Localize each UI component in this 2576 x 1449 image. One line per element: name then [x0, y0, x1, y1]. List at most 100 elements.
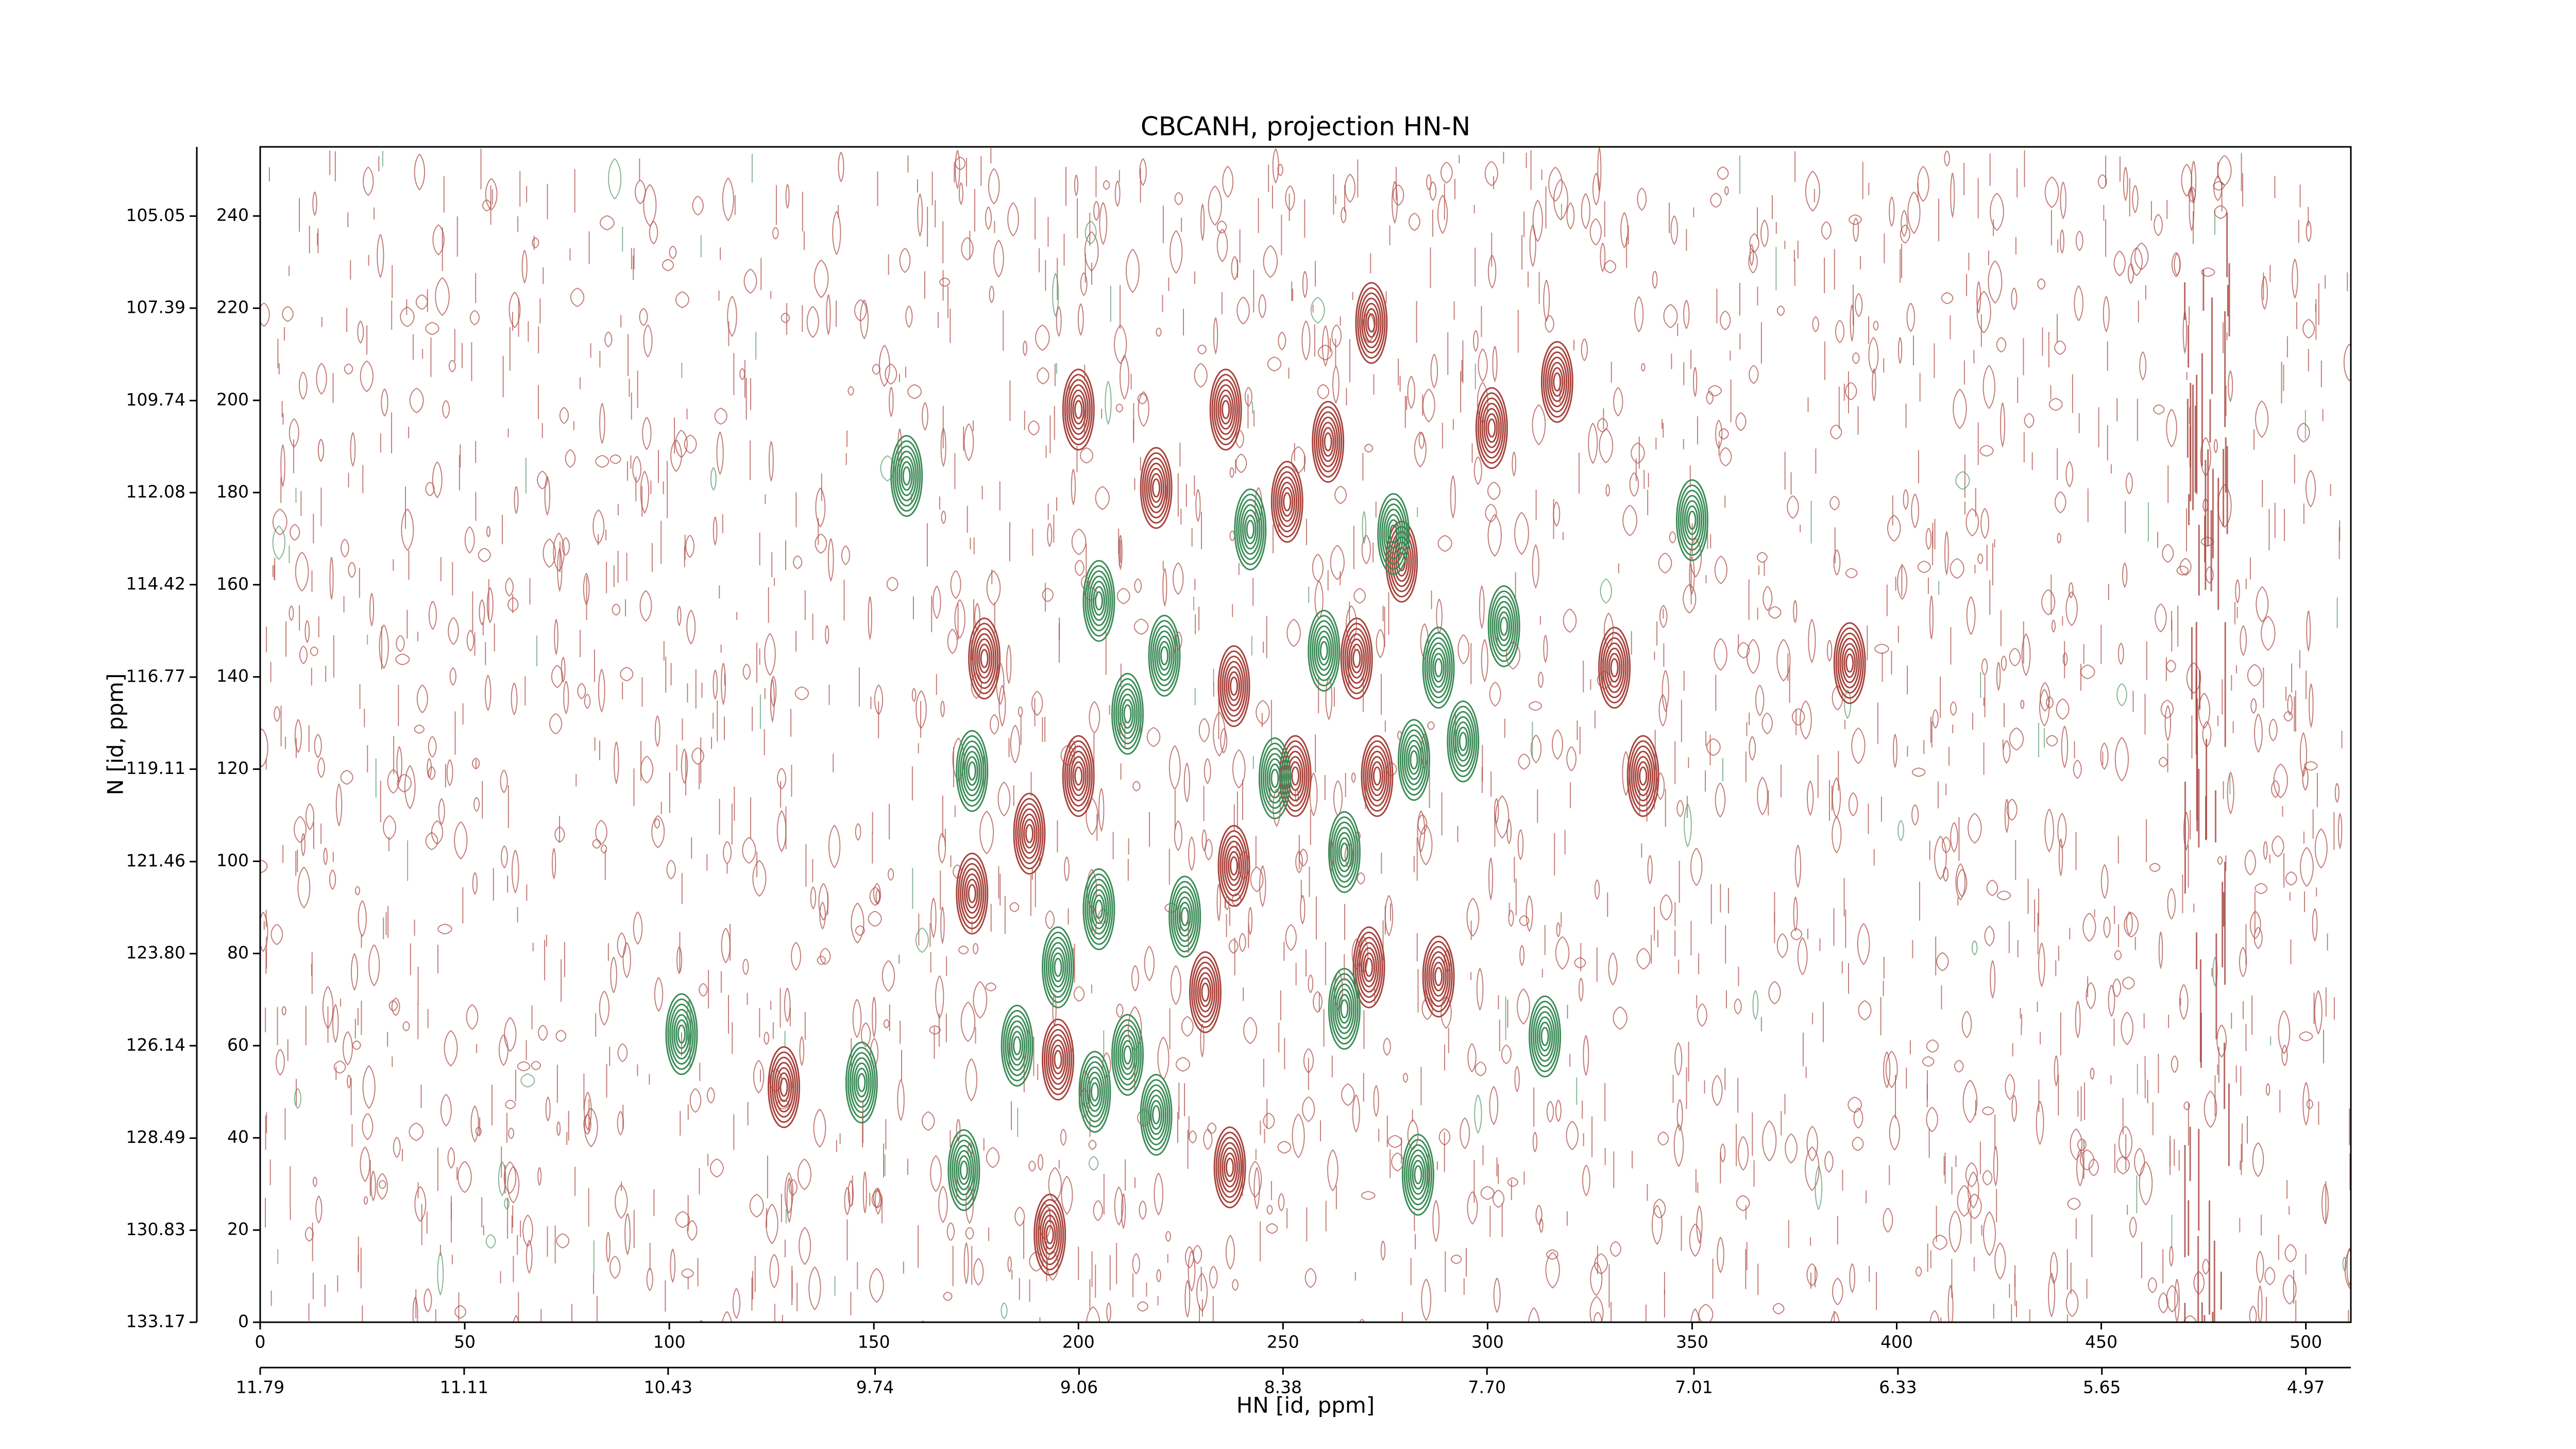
noise-contour	[322, 986, 334, 1030]
peak-contour	[1387, 519, 1400, 549]
noise-contour	[1797, 937, 1808, 975]
noise-contour	[396, 635, 405, 652]
peak-contour	[1529, 995, 1562, 1077]
noise-contour	[1793, 897, 1798, 932]
noise-contour	[1755, 684, 1765, 716]
noise-contour	[686, 610, 696, 645]
noise-contour	[1384, 895, 1394, 936]
peak-contour	[1424, 940, 1453, 1013]
noise-contour	[610, 956, 617, 994]
noise-contour	[1548, 166, 1563, 202]
noise-contour	[1990, 960, 1996, 999]
noise-contour	[828, 824, 841, 869]
noise-contour	[940, 428, 946, 467]
noise-contour	[2113, 250, 2126, 277]
noise-contour	[1594, 879, 1600, 900]
noise-contour	[1266, 1204, 1273, 1215]
noise-contour	[2054, 1055, 2059, 1087]
noise-contour	[1156, 1269, 1161, 1283]
peak	[1422, 627, 1455, 709]
y2-tick-label: 121.46	[126, 851, 185, 871]
peak-contour	[849, 1052, 874, 1114]
peak-contour	[978, 644, 991, 673]
peak-contour	[1344, 628, 1369, 689]
noise-contour	[2038, 942, 2045, 988]
noise-contour	[1980, 508, 1990, 539]
noise-contour	[1203, 1128, 1213, 1150]
noise-contour	[1613, 387, 1623, 417]
peak-contour	[1001, 1004, 1033, 1087]
peak-contour	[970, 622, 999, 695]
noise-contour	[281, 1006, 286, 1016]
noise-contour	[1955, 863, 1966, 901]
noise-contour	[583, 1114, 591, 1135]
noise-contour	[869, 1268, 884, 1303]
noise-contour	[1528, 1307, 1540, 1322]
peak-contour	[1158, 641, 1171, 671]
noise-contour	[848, 386, 854, 396]
y-tick-label: 240	[216, 205, 249, 225]
noise-contour	[1475, 1061, 1487, 1076]
noise-contour	[1724, 186, 1729, 196]
noise-contour	[777, 768, 787, 790]
noise-contour	[360, 360, 374, 393]
noise-contour	[1334, 485, 1347, 504]
noise-contour	[1631, 442, 1645, 464]
noise-contour	[1546, 1249, 1558, 1260]
noise-contour	[537, 1167, 542, 1186]
peak-contour	[1410, 750, 1418, 770]
peak-contour	[1152, 478, 1161, 498]
noise-contour	[2216, 1024, 2227, 1058]
noise-contour	[943, 1291, 953, 1301]
y2-tick-label: 119.11	[126, 758, 185, 778]
peak-contour	[1003, 1009, 1031, 1082]
peak-contour	[956, 1150, 972, 1190]
peak-contour	[1543, 346, 1571, 418]
noise-contour	[464, 526, 475, 554]
noise-contour	[1555, 936, 1570, 970]
noise-contour	[1736, 1195, 1750, 1211]
noise-contour	[838, 151, 844, 183]
peak-contour	[1530, 1001, 1560, 1072]
noise-contour	[739, 368, 745, 380]
noise-contour	[554, 619, 558, 656]
noise-contour	[1986, 880, 1998, 897]
peak-contour	[1009, 1025, 1026, 1066]
peak-contour	[1047, 1034, 1069, 1085]
noise-contour	[2065, 1289, 2079, 1318]
noise-contour	[2097, 174, 2107, 190]
peak-contour	[1219, 395, 1232, 425]
peak-contour	[1219, 650, 1248, 722]
noise-contour	[1300, 895, 1306, 925]
peak-contour	[1268, 763, 1281, 794]
noise-contour	[486, 587, 494, 624]
peak	[1352, 926, 1385, 1008]
noise-contour	[1683, 299, 1690, 330]
peak-contour	[961, 746, 982, 797]
noise-contour	[260, 728, 268, 768]
peak-contour	[968, 884, 976, 903]
peak-contour	[1140, 1073, 1173, 1156]
noise-contour	[940, 906, 945, 945]
noise-contour	[517, 1061, 531, 1072]
noise-contour	[485, 178, 498, 211]
noise-contour	[810, 886, 817, 910]
noise-contour	[562, 537, 570, 556]
noise-contour	[633, 912, 643, 945]
peak-contour	[1363, 740, 1392, 812]
noise-contour	[301, 833, 306, 857]
peak-contour	[1193, 962, 1218, 1023]
noise-contour	[1718, 428, 1729, 440]
y-tick-label: 160	[216, 574, 249, 594]
peak-contour	[1686, 505, 1699, 535]
noise-contour	[941, 510, 946, 525]
noise-contour	[2264, 1267, 2276, 1286]
noise-contour	[1209, 1266, 1218, 1289]
peak-contour	[1684, 500, 1701, 541]
noise-contour	[1432, 1200, 1440, 1242]
noise-contour	[577, 683, 586, 700]
noise-contour	[872, 363, 880, 375]
noise-contour	[651, 815, 665, 849]
noise-contour	[2126, 911, 2133, 936]
noise-contour	[1967, 1193, 1982, 1220]
